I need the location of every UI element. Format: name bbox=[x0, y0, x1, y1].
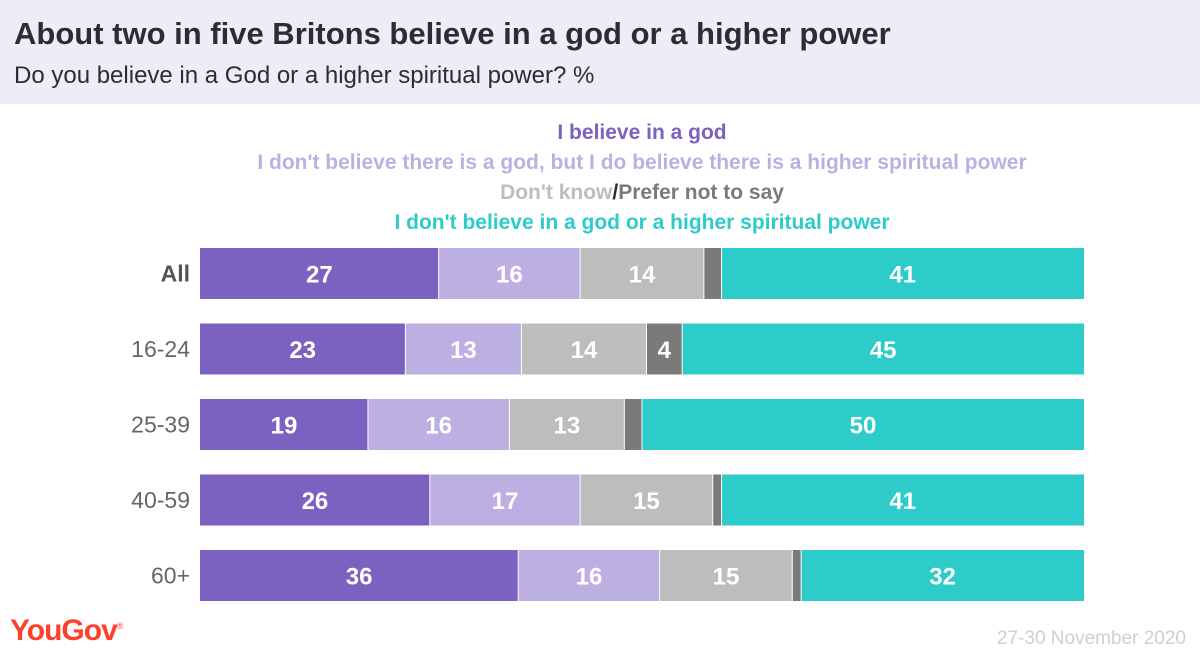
category-label: 25-39 bbox=[131, 412, 190, 438]
bar-segment bbox=[580, 248, 704, 299]
data-label: 16 bbox=[576, 564, 603, 591]
bar-segment bbox=[200, 323, 406, 375]
category-label: All bbox=[161, 261, 190, 287]
legend-prefer-not: Prefer not to say bbox=[618, 181, 784, 204]
legend-dont-know: Don't know bbox=[500, 181, 613, 204]
data-label: 15 bbox=[633, 488, 660, 515]
bar-segment bbox=[624, 399, 642, 450]
header-band: About two in five Britons believe in a g… bbox=[0, 0, 1200, 104]
category-label: 40-59 bbox=[131, 487, 190, 513]
category-label: 60+ bbox=[151, 563, 190, 589]
bar-segment bbox=[682, 323, 1084, 375]
chart-subtitle: Do you believe in a God or a higher spir… bbox=[14, 62, 595, 89]
data-label: 50 bbox=[850, 413, 877, 440]
bar-segment bbox=[721, 248, 1084, 299]
data-label: 4 bbox=[658, 337, 672, 364]
bar-segment bbox=[521, 323, 647, 375]
bar-segment bbox=[367, 399, 510, 450]
data-label: 17 bbox=[492, 488, 519, 515]
bar-segment bbox=[721, 474, 1084, 526]
legend-neither: I don't believe in a god or a higher spi… bbox=[394, 211, 890, 234]
bar-segment bbox=[801, 550, 1084, 601]
yougov-logo: YouGov® bbox=[10, 614, 123, 647]
data-label: 45 bbox=[870, 337, 897, 364]
data-label: 13 bbox=[450, 337, 477, 364]
data-label: 16 bbox=[496, 262, 523, 289]
bar-segment bbox=[429, 474, 581, 526]
bar-segment bbox=[509, 399, 625, 450]
data-label: 14 bbox=[629, 262, 656, 289]
data-label: 19 bbox=[271, 413, 298, 440]
bar-segment bbox=[518, 550, 660, 601]
data-label: 26 bbox=[302, 488, 329, 515]
data-label: 23 bbox=[289, 337, 316, 364]
legend-dont-know-prefer: Don't know/Prefer not to say bbox=[200, 178, 1084, 208]
legend: I believe in a god I don't believe there… bbox=[200, 118, 1084, 238]
bar-segment bbox=[703, 248, 722, 299]
bar-segment bbox=[646, 323, 683, 375]
chart-title: About two in five Britons believe in a g… bbox=[14, 16, 891, 51]
bar-segment bbox=[200, 550, 519, 601]
data-label: 16 bbox=[425, 413, 452, 440]
bar-segment bbox=[405, 323, 522, 375]
bar-segment bbox=[438, 248, 581, 299]
legend-higher-power: I don't believe there is a god, but I do… bbox=[257, 151, 1027, 174]
data-label: 32 bbox=[929, 564, 956, 591]
bar-segment bbox=[200, 399, 368, 450]
data-label: 15 bbox=[713, 564, 740, 591]
bar-segment bbox=[659, 550, 793, 601]
data-label: 41 bbox=[889, 262, 916, 289]
bar-segment bbox=[200, 248, 439, 299]
legend-god: I believe in a god bbox=[557, 121, 727, 144]
category-label: 16-24 bbox=[131, 336, 190, 362]
data-label: 14 bbox=[571, 337, 598, 364]
bar-segment bbox=[580, 474, 713, 526]
data-label: 27 bbox=[306, 262, 333, 289]
survey-date: 27-30 November 2020 bbox=[996, 628, 1186, 649]
bar-segment bbox=[200, 474, 430, 526]
data-label: 41 bbox=[889, 488, 916, 515]
data-label: 13 bbox=[554, 413, 581, 440]
legend-slash: / bbox=[612, 181, 619, 204]
bar-segment bbox=[642, 399, 1084, 450]
bar-segment bbox=[792, 550, 802, 601]
bar-segment bbox=[712, 474, 722, 526]
data-label: 36 bbox=[346, 564, 373, 591]
